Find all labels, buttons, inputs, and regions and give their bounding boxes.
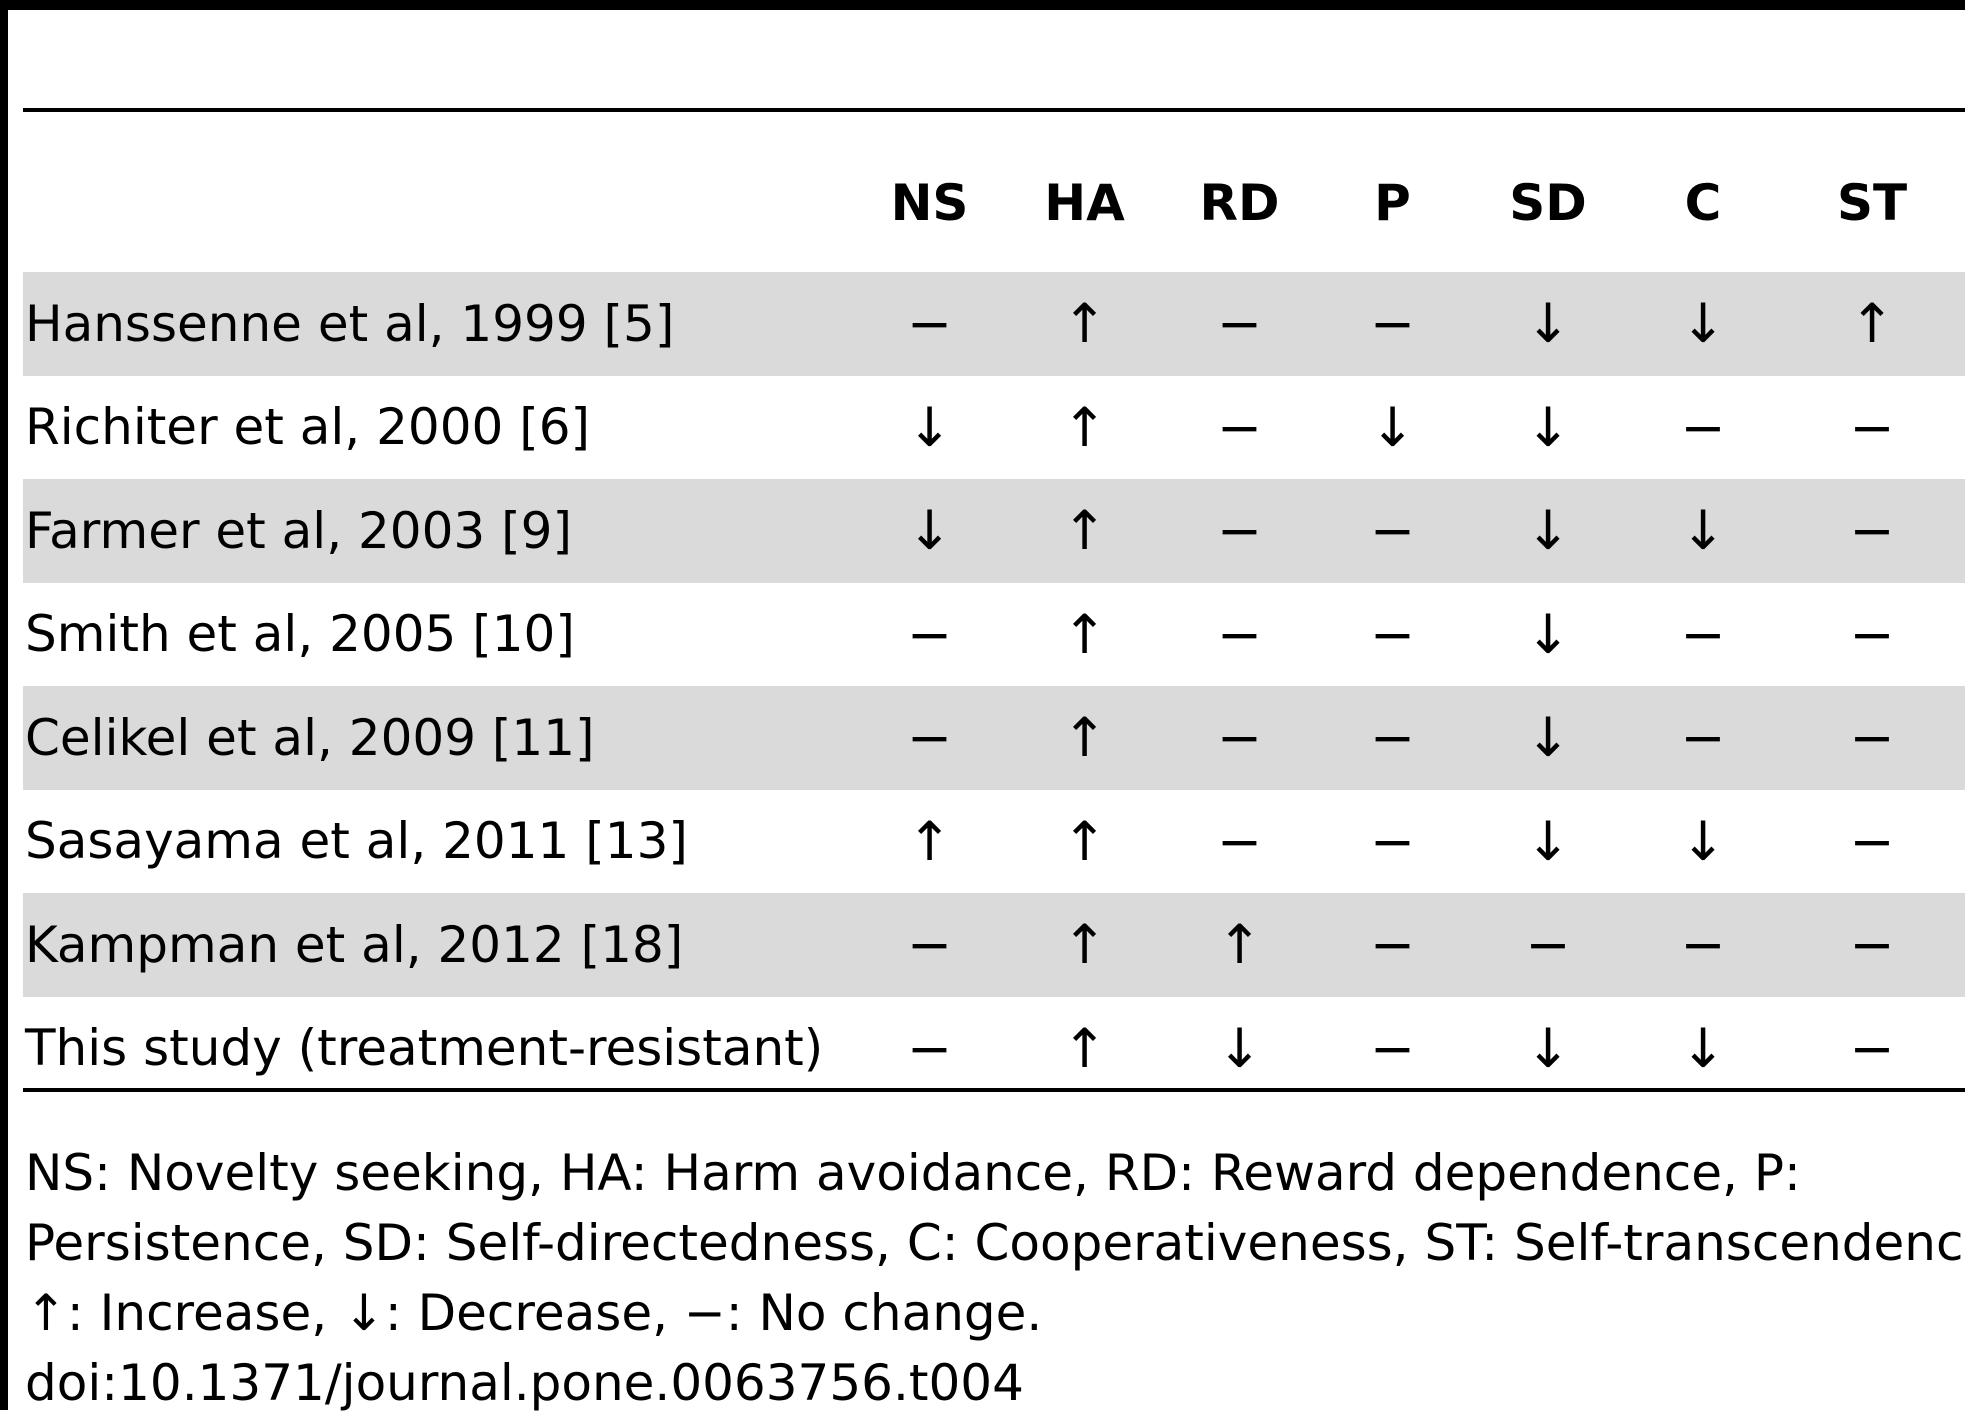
cell-p: −: [1316, 272, 1469, 376]
cell-sd: ↓: [1525, 1016, 1571, 1080]
header-ns: NS: [890, 174, 969, 232]
cell-c: −: [1627, 686, 1779, 790]
study-cell: Farmer et al, 2003 [9]: [23, 479, 853, 583]
cell-rd: −: [1163, 479, 1316, 583]
doi-text: doi:10.1371/journal.pone.0063756.t004: [25, 1354, 1024, 1412]
cell-sd: −: [1469, 893, 1627, 997]
cell-sd: ↓: [1525, 809, 1571, 873]
header-st: ST: [1836, 174, 1908, 232]
cell-rd: −: [1163, 686, 1316, 790]
cell-c: ↓: [1680, 809, 1726, 873]
table-row: Smith et al, 2005 [10] − ↑ − − ↓ − −: [23, 583, 1965, 687]
cell-st: −: [1849, 809, 1895, 873]
cell-rd: −: [1163, 272, 1316, 376]
cell-rd: −: [1216, 602, 1263, 666]
table-body: Hanssenne et al, 1999 [5] − ↑ − − ↓ ↓ ↑ Richiter…: [23, 272, 1965, 1100]
cell-ha: ↑: [1061, 602, 1108, 666]
table-row: This study (treatment-resistant) − ↑ ↓ − ↓ ↓ −: [23, 997, 1965, 1101]
study-cell: Richiter et al, 2000 [6]: [25, 398, 591, 457]
cell-ha: ↑: [1061, 809, 1108, 873]
cell-sd: ↓: [1469, 479, 1627, 583]
cell-c: ↓: [1680, 1016, 1726, 1080]
left-border-rule: [0, 0, 8, 1410]
study-cell: Kampman et al, 2012 [18]: [23, 893, 853, 997]
cell-ns: ↓: [906, 395, 953, 459]
cell-ns: ↑: [906, 809, 953, 873]
table-row: Celikel et al, 2009 [11] − ↑ − − ↓ − −: [23, 686, 1965, 790]
cell-p: −: [1369, 1016, 1416, 1080]
cell-st: −: [1849, 602, 1895, 666]
cell-p: −: [1369, 602, 1416, 666]
table-row: Farmer et al, 2003 [9] ↓ ↑ − − ↓ ↓ −: [23, 479, 1965, 583]
cell-ns: ↓: [853, 479, 1006, 583]
cell-c: ↓: [1627, 479, 1779, 583]
study-cell: Sasayama et al, 2011 [13]: [25, 812, 688, 871]
header-rule: [23, 108, 1965, 112]
table-row: Richiter et al, 2000 [6] ↓ ↑ − ↓ ↓ − −: [23, 376, 1965, 480]
cell-ha: ↑: [1006, 893, 1163, 997]
cell-ha: ↑: [1061, 1016, 1108, 1080]
cell-rd: −: [1216, 395, 1263, 459]
results-table-container: NS HA RD P SD C ST Hanssenne et al, 1999…: [23, 112, 1965, 1100]
study-cell: Celikel et al, 2009 [11]: [23, 686, 853, 790]
header-c: C: [1684, 174, 1722, 232]
header-rd: RD: [1199, 174, 1280, 232]
study-cell: This study (treatment-resistant): [25, 1019, 824, 1078]
table-bottom-rule: [23, 1088, 1965, 1092]
cell-rd: ↑: [1163, 893, 1316, 997]
cell-st: −: [1779, 686, 1965, 790]
footnote-legend: ↑: Increase, ↓: Decrease, −: No change.: [25, 1284, 1043, 1342]
study-cell: Hanssenne et al, 1999 [5]: [23, 272, 853, 376]
cell-p: −: [1316, 686, 1469, 790]
footnote-line-2: Persistence, SD: Self-directedness, C: C…: [25, 1214, 1965, 1272]
cell-p: −: [1316, 893, 1469, 997]
cell-p: −: [1316, 479, 1469, 583]
cell-ha: ↑: [1006, 686, 1163, 790]
cell-sd: ↓: [1525, 395, 1571, 459]
header-p: P: [1374, 174, 1411, 232]
cell-st: −: [1849, 395, 1895, 459]
table-row: Hanssenne et al, 1999 [5] − ↑ − − ↓ ↓ ↑: [23, 272, 1965, 376]
cell-c: ↓: [1627, 272, 1779, 376]
cell-c: −: [1680, 395, 1726, 459]
cell-sd: ↓: [1525, 602, 1571, 666]
header-sd: SD: [1509, 174, 1587, 232]
footnote-line-1: NS: Novelty seeking, HA: Harm avoidance,…: [25, 1144, 1801, 1202]
cell-p: ↓: [1369, 395, 1416, 459]
cell-sd: ↓: [1469, 272, 1627, 376]
cell-ns: −: [853, 893, 1006, 997]
table-header-row: NS HA RD P SD C ST: [23, 112, 1965, 272]
cell-ns: −: [853, 272, 1006, 376]
header-ha: HA: [1044, 174, 1125, 232]
cell-sd: ↓: [1469, 686, 1627, 790]
results-table: NS HA RD P SD C ST Hanssenne et al, 1999…: [23, 112, 1965, 1100]
cell-ns: −: [906, 602, 953, 666]
cell-st: −: [1849, 1016, 1895, 1080]
study-cell: Smith et al, 2005 [10]: [25, 605, 575, 664]
cell-st: −: [1779, 479, 1965, 583]
cell-c: −: [1627, 893, 1779, 997]
cell-ha: ↑: [1006, 272, 1163, 376]
header-study: [23, 112, 853, 272]
table-row: Kampman et al, 2012 [18] − ↑ ↑ − − − −: [23, 893, 1965, 997]
cell-ns: −: [853, 686, 1006, 790]
top-border-rule: [0, 0, 1965, 10]
table-footnote: NS: Novelty seeking, HA: Harm avoidance,…: [25, 1138, 1965, 1418]
cell-rd: −: [1216, 809, 1263, 873]
cell-ha: ↑: [1006, 479, 1163, 583]
cell-rd: ↓: [1216, 1016, 1263, 1080]
cell-ns: −: [906, 1016, 953, 1080]
cell-st: ↑: [1779, 272, 1965, 376]
cell-c: −: [1680, 602, 1726, 666]
cell-st: −: [1779, 893, 1965, 997]
table-row: Sasayama et al, 2011 [13] ↑ ↑ − − ↓ ↓ −: [23, 790, 1965, 894]
cell-ha: ↑: [1061, 395, 1108, 459]
cell-p: −: [1369, 809, 1416, 873]
